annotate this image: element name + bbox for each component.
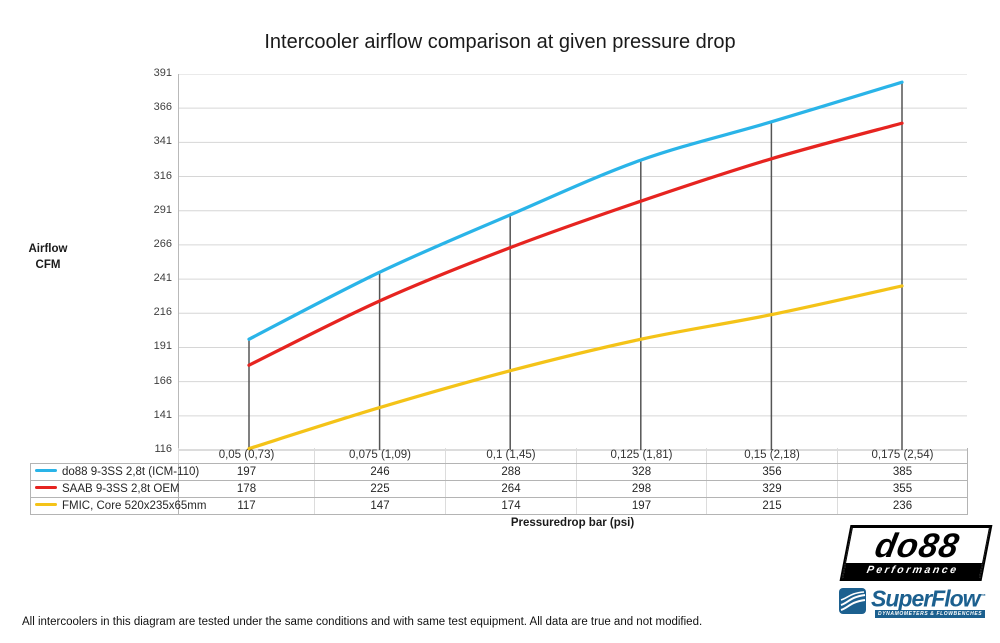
value-cell: 329 bbox=[706, 479, 838, 498]
value-cell: 355 bbox=[837, 479, 968, 498]
legend-line-swatch bbox=[35, 485, 57, 489]
value-cell: 147 bbox=[314, 496, 446, 515]
superflow-wave-icon bbox=[839, 588, 866, 614]
superflow-logo-tagline: DYNAMOMETERS & FLOWBENCHES bbox=[875, 609, 986, 618]
y-axis-tick-label: 316 bbox=[153, 169, 172, 182]
value-cell: 264 bbox=[445, 479, 577, 498]
legend-line-swatch bbox=[35, 468, 57, 472]
series-name: FMIC, Core 520x235x65mm bbox=[62, 499, 207, 512]
do88-logo: do88 Performance bbox=[839, 525, 993, 581]
legend-cell: SAAB 9-3SS 2,8t OEM bbox=[30, 479, 180, 498]
legend-line-swatch bbox=[35, 502, 57, 506]
chart-title: Intercooler airflow comparison at given … bbox=[264, 31, 736, 53]
value-cell: 178 bbox=[178, 479, 315, 498]
legend-cell: do88 9-3SS 2,8t (ICM-110) bbox=[30, 462, 199, 481]
value-cell: 174 bbox=[445, 496, 577, 515]
value-cell: 225 bbox=[314, 479, 446, 498]
superflow-logo: SuperFlow™ DYNAMOMETERS & FLOWBENCHES bbox=[838, 587, 992, 620]
y-axis-tick-label: 266 bbox=[153, 237, 172, 250]
value-cell: 197 bbox=[576, 496, 707, 515]
series-line bbox=[247, 80, 904, 341]
y-axis-tick-label: 341 bbox=[153, 135, 172, 148]
table-row: SAAB 9-3SS 2,8t OEM 178 225 264 298 329 355 bbox=[30, 479, 968, 498]
value-cell: 236 bbox=[837, 496, 968, 515]
category-label: 0,075 (1,09) bbox=[314, 448, 446, 464]
category-label: 0,15 (2,18) bbox=[706, 448, 838, 464]
value-cell: 215 bbox=[706, 496, 838, 515]
trademark-symbol: ™ bbox=[979, 594, 986, 600]
category-label: 0,1 (1,45) bbox=[445, 448, 577, 464]
y-axis-tick-label: 241 bbox=[153, 272, 172, 285]
category-label: 0,05 (0,73) bbox=[178, 448, 315, 464]
y-axis-tick-label: 191 bbox=[153, 340, 172, 353]
legend-cell: FMIC, Core 520x235x65mm bbox=[30, 496, 206, 515]
y-axis-title-line2: CFM bbox=[35, 259, 61, 271]
do88-logo-text: do88 bbox=[872, 526, 963, 565]
table-corner-blank bbox=[31, 448, 179, 463]
y-axis-tick-label: 366 bbox=[153, 101, 172, 114]
y-axis-tick-label: 116 bbox=[154, 443, 172, 455]
footer-note: All intercoolers in this diagram are tes… bbox=[22, 616, 703, 628]
y-axis-title: Airflow CFM bbox=[18, 241, 78, 273]
value-cell: 288 bbox=[445, 462, 577, 481]
value-cell: 298 bbox=[576, 479, 707, 498]
y-axis-tick-label: 391 bbox=[153, 67, 172, 79]
superflow-logo-text: SuperFlow™ bbox=[871, 585, 986, 612]
plot-area bbox=[178, 74, 967, 451]
table-row: FMIC, Core 520x235x65mm 117 147 174 197 215 23… bbox=[30, 496, 968, 515]
series-line bbox=[247, 284, 904, 451]
value-cell: 328 bbox=[576, 462, 707, 481]
series-line bbox=[247, 121, 904, 367]
series-name: SAAB 9-3SS 2,8t OEM bbox=[62, 482, 180, 495]
table-row: do88 9-3SS 2,8t (ICM-110) 197 246 288 328 356… bbox=[30, 462, 968, 481]
y-axis-tick-label: 291 bbox=[153, 203, 172, 216]
y-axis-tick-label: 216 bbox=[153, 306, 172, 319]
category-label: 0,125 (1,81) bbox=[576, 448, 707, 464]
y-axis-tick-label: 141 bbox=[153, 408, 172, 421]
do88-logo-tagline: Performance bbox=[843, 563, 983, 578]
value-cell: 117 bbox=[178, 496, 315, 515]
value-cell: 385 bbox=[837, 462, 968, 481]
value-cell: 356 bbox=[706, 462, 838, 481]
value-cell: 246 bbox=[314, 462, 446, 481]
data-table: 0,05 (0,73) 0,075 (1,09) 0,1 (1,45) 0,125 (… bbox=[30, 448, 968, 515]
x-axis-title: Pressuredrop bar (psi) bbox=[510, 517, 635, 529]
y-axis-tick-label: 166 bbox=[153, 374, 172, 387]
y-axis-title-line1: Airflow bbox=[28, 243, 68, 255]
series-name: do88 9-3SS 2,8t (ICM-110) bbox=[62, 465, 200, 478]
category-label: 0,175 (2,54) bbox=[837, 448, 968, 464]
